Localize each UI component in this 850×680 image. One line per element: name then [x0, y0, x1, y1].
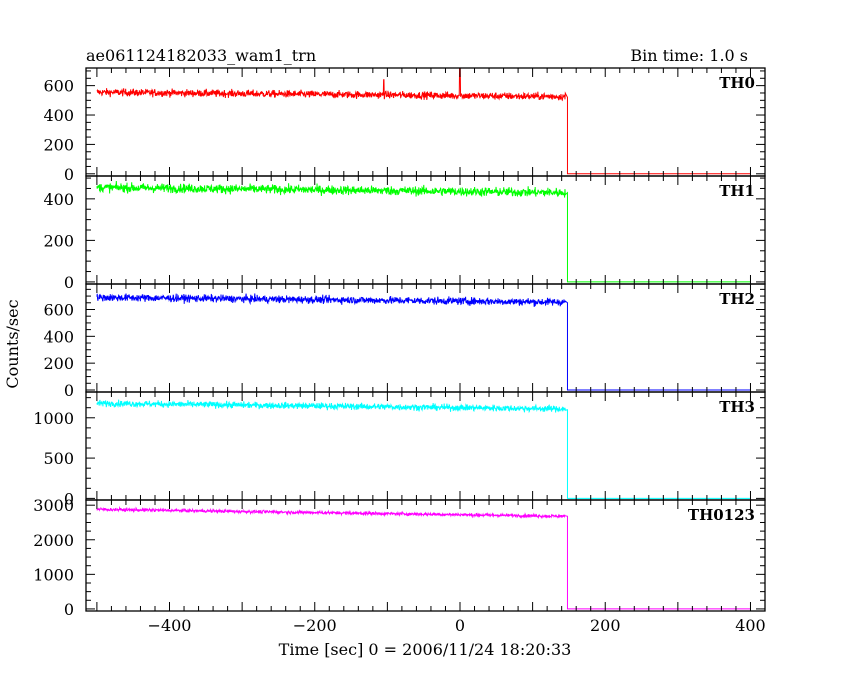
y-axis-label: Counts/sec — [3, 299, 22, 388]
y-tick-label: 0 — [64, 381, 74, 400]
x-tick-label: 400 — [735, 616, 766, 635]
x-tick-label: −400 — [148, 616, 192, 635]
chart-title: ae061124182033_wam1_trn — [86, 46, 316, 65]
panel-label-th2: TH2 — [719, 290, 755, 308]
y-tick-label: 600 — [43, 77, 74, 96]
y-tick-label: 200 — [43, 354, 74, 373]
x-tick-label: 0 — [455, 616, 465, 635]
y-tick-label: 1000 — [33, 409, 74, 428]
series-line-th3 — [96, 399, 751, 499]
y-tick-label: 2000 — [33, 531, 74, 550]
panel-label-th1: TH1 — [719, 182, 755, 200]
y-tick-label: 1000 — [33, 565, 74, 584]
panel-label-th3: TH3 — [719, 398, 755, 416]
y-tick-label: 0 — [64, 600, 74, 619]
panels-group: 0 200 400 600 TH0 0 200 400 TH1 0 200 400 600 TH2 0 500… — [33, 67, 766, 635]
y-tick-label: 0 — [64, 489, 74, 508]
y-tick-label: 0 — [64, 165, 74, 184]
series-line-th0123 — [96, 505, 751, 610]
x-tick-label: 200 — [590, 616, 621, 635]
x-axis-label: Time [sec] 0 = 2006/11/24 18:20:33 — [279, 640, 572, 659]
panel-label-th0: TH0 — [719, 74, 755, 92]
series-line-th2 — [96, 293, 751, 391]
series-line-th1 — [96, 181, 751, 283]
y-tick-label: 0 — [64, 273, 74, 292]
y-tick-label: 200 — [43, 135, 74, 154]
y-tick-label: 200 — [43, 231, 74, 250]
y-tick-label: 400 — [43, 106, 74, 125]
series-line-th0 — [96, 67, 751, 175]
bin-time-label: Bin time: 1.0 s — [630, 46, 748, 65]
y-tick-label: 3000 — [33, 496, 74, 515]
y-tick-label: 500 — [43, 449, 74, 468]
panel-frame-th0123 — [85, 499, 766, 612]
y-tick-label: 400 — [43, 327, 74, 346]
panel-label-th0123: TH0123 — [688, 506, 755, 524]
x-tick-label: −200 — [293, 616, 337, 635]
panel-frame-th0 — [85, 67, 766, 177]
y-tick-label: 600 — [43, 300, 74, 319]
y-tick-label: 400 — [43, 190, 74, 209]
